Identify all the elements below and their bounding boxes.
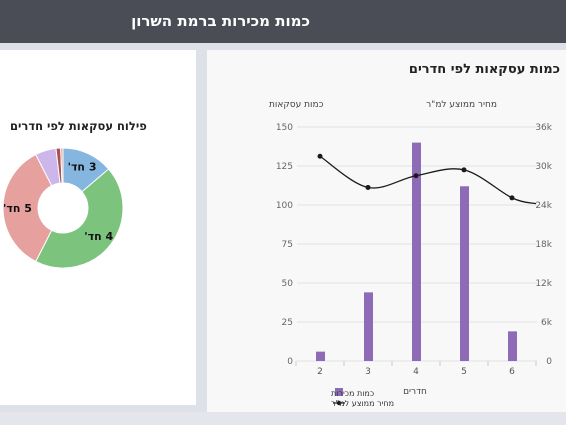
legend-line-label: מחיר ממוצע למ"ר	[331, 399, 394, 408]
y2-tick-label: 36k	[535, 123, 552, 133]
y-tick-label: 125	[276, 162, 293, 172]
y2-tick-label: 18k	[535, 240, 552, 250]
legend-bar-label: כמות מכירות	[331, 389, 374, 398]
pie-slice-label: 5 חד'	[3, 202, 32, 215]
y-tick-label: 50	[282, 279, 294, 289]
y-tick-label: 150	[276, 123, 293, 133]
price-point	[317, 153, 323, 159]
y2-tick-label: 24k	[535, 201, 552, 211]
legend-bar-swatch	[335, 388, 343, 396]
pie-slice	[2, 153, 53, 263]
y2-axis-title: מחיר ממוצע למ"ר	[426, 100, 497, 110]
price-line	[319, 155, 537, 205]
x-tick-label: 3	[365, 367, 371, 377]
bar-chart-title: כמות עסקאות לפי חדרים	[408, 62, 560, 77]
price-point	[413, 173, 419, 179]
bar	[460, 186, 469, 361]
y-tick-label: 100	[276, 201, 293, 211]
bar	[412, 142, 421, 361]
x-tick-label: 2	[317, 367, 323, 377]
page-title: כמות מכירות ברמת השרון	[131, 12, 310, 30]
price-point	[461, 167, 467, 173]
y2-tick-label: 0	[546, 357, 552, 367]
bar	[508, 331, 517, 361]
pie-slice-label: 4 חד'	[84, 230, 113, 243]
y2-tick-label: 12k	[535, 279, 552, 289]
pie-chart: 3 חד' 4 חד' 5 חד'	[2, 147, 124, 269]
x-tick-label: 5	[461, 367, 467, 377]
price-point	[509, 195, 515, 201]
legend-line-marker	[336, 400, 342, 406]
y-axis-title: כמות עסקאות	[269, 100, 324, 110]
y-tick-label: 25	[282, 318, 293, 328]
header-bar: כמות מכירות ברמת השרון	[0, 0, 566, 43]
pie-slice-label: 3 חד'	[68, 161, 97, 174]
y2-tick-label: 6k	[541, 318, 553, 328]
y2-tick-label: 30k	[535, 162, 552, 172]
pie-slice	[35, 168, 124, 269]
x-tick-label: 6	[509, 367, 515, 377]
bottom-strip	[0, 412, 566, 425]
bar-panel: כמות עסקאות לפי חדרים 0 25 50 75 100 125 150 0 6…	[207, 50, 566, 412]
y-tick-label: 0	[287, 357, 293, 367]
pie-panel: פילוח עסקאות לפי חדרים 3 חד' 4 חד' 5 חד'	[0, 50, 196, 405]
pie-chart-title: פילוח עסקאות לפי חדרים	[10, 119, 147, 133]
bar	[316, 351, 325, 361]
price-point	[365, 184, 371, 190]
x-tick-label: 4	[413, 367, 419, 377]
y-tick-label: 75	[282, 240, 293, 250]
pie-slice	[60, 147, 64, 184]
x-axis-title: חדרים	[403, 387, 427, 397]
bar	[364, 292, 373, 361]
